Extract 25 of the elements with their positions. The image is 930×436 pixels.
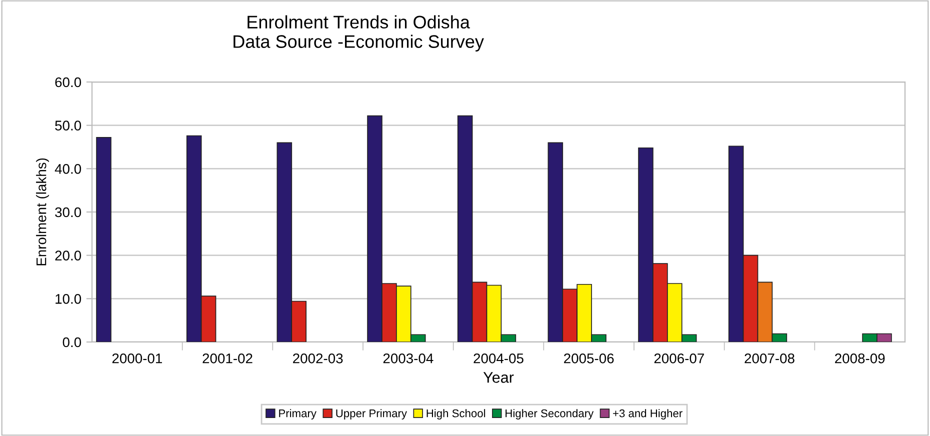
legend-label: Higher Secondary (506, 409, 594, 420)
x-tick-label: 2001-02 (202, 353, 252, 364)
legend-label: +3 and Higher (613, 409, 682, 420)
y-tick-label: 40.0 (54, 164, 82, 174)
chart-title: Enrolment Trends in Odisha Data Source -Economic Survey (234, 15, 484, 52)
x-axis-title: Year (483, 372, 514, 383)
x-tick-label: 2002-03 (293, 353, 343, 364)
y-tick-label: 60.0 (55, 77, 82, 88)
y-tick-label: 10.0 (56, 294, 82, 304)
x-tick-label: 2003-04 (383, 353, 434, 364)
y-tick-label: 20.0 (55, 250, 82, 261)
bar (96, 137, 112, 342)
y-tick-label: 0.0 (62, 337, 82, 348)
x-tick-label: 2006-07 (654, 353, 704, 364)
y-axis-title: Enrolment (lakhs) (36, 158, 49, 266)
legend-label: Upper Primary (336, 409, 407, 420)
y-tick-label: 50.0 (55, 120, 82, 131)
x-tick-label: 2008-09 (835, 353, 885, 364)
y-tick-label: 30.0 (55, 207, 82, 218)
legend-label: Primary (279, 409, 316, 420)
legend-label: High School (426, 409, 486, 420)
x-tick-label: 2004-05 (474, 353, 524, 364)
x-tick-label: 2000-01 (112, 353, 162, 364)
x-tick-label: 2005-06 (564, 353, 614, 364)
x-tick-label: 2007-08 (744, 353, 794, 364)
